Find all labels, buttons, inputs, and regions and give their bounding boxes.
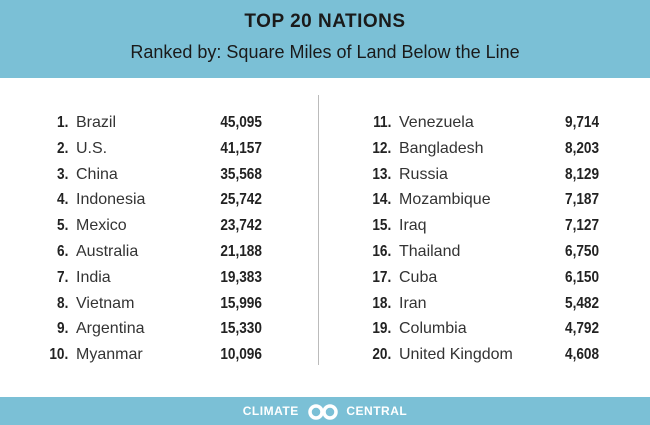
table-row: 2. U.S. 41,157 [28, 140, 264, 162]
country-name: Columbia [399, 320, 467, 338]
logo-text-left: CLIMATE [242, 404, 299, 419]
country-name: Mexico [76, 217, 127, 235]
country-name: Bangladesh [399, 139, 484, 157]
table-row: 1. Brazil 45,095 [28, 114, 264, 136]
rank-number: 8. [56, 294, 68, 312]
country-name: China [76, 165, 118, 183]
country-name: Brazil [76, 114, 117, 131]
square-miles-value: 4,792 [564, 320, 599, 338]
country-name: India [76, 268, 111, 286]
country-name: Venezuela [399, 114, 474, 131]
square-miles-value: 10,096 [220, 346, 262, 364]
country-name: Iran [399, 294, 427, 312]
country-name: Indonesia [76, 191, 146, 209]
rank-number: 1. [56, 114, 68, 131]
table-row: 9. Argentina 15,330 [28, 320, 264, 342]
country-name: Mozambique [399, 191, 491, 209]
rank-number: 6. [56, 243, 68, 260]
square-miles-value: 4,608 [564, 346, 599, 364]
climate-central-logo: CLIMATE CENTRAL [0, 404, 650, 420]
rank-number: 13. [372, 165, 391, 183]
rank-number: 12. [372, 139, 391, 157]
square-miles-value: 45,095 [220, 114, 262, 131]
country-name: Australia [76, 243, 139, 260]
rank-number: 11. [372, 114, 391, 131]
square-miles-value: 8,129 [564, 165, 599, 183]
country-name: Vietnam [76, 294, 135, 312]
rank-number: 18. [372, 294, 391, 312]
rank-number: 10. [49, 346, 68, 364]
table-row: 4. Indonesia 25,742 [28, 191, 264, 213]
table-row: 3. China 35,568 [28, 166, 264, 188]
rank-number: 4. [56, 191, 68, 209]
table-row: 16. Thailand 6,750 [351, 243, 601, 265]
table-row: 13. Russia 8,129 [351, 166, 601, 188]
country-name: U.S. [76, 139, 108, 157]
rank-number: 15. [372, 217, 391, 235]
rank-number: 2. [56, 139, 68, 157]
table-row: 19. Columbia 4,792 [351, 320, 601, 342]
table-row: 7. India 19,383 [28, 269, 264, 291]
rank-number: 17. [372, 268, 391, 286]
square-miles-value: 19,383 [220, 268, 262, 286]
table-row: 8. Vietnam 15,996 [28, 295, 264, 317]
country-name: Russia [399, 165, 448, 183]
header: TOP 20 NATIONS Ranked by: Square Miles o… [0, 0, 650, 78]
table-row: 14. Mozambique 7,187 [351, 191, 601, 213]
country-name: Argentina [76, 320, 145, 338]
square-miles-value: 8,203 [564, 139, 599, 157]
rank-number: 14. [372, 191, 391, 209]
footer: CLIMATE CENTRAL [0, 397, 650, 425]
table-row: 11. Venezuela 9,714 [351, 114, 601, 136]
country-name: Myanmar [76, 346, 143, 364]
page-title: TOP 20 NATIONS [244, 11, 406, 32]
country-name: Cuba [399, 268, 438, 286]
column-divider [318, 95, 319, 365]
square-miles-value: 7,127 [564, 217, 599, 235]
rank-number: 9. [56, 320, 68, 338]
square-miles-value: 7,187 [564, 191, 599, 209]
rank-number: 16. [372, 243, 391, 260]
square-miles-value: 6,750 [564, 243, 599, 260]
rank-number: 7. [56, 268, 68, 286]
rank-number: 5. [56, 217, 68, 235]
table-row: 17. Cuba 6,150 [351, 269, 601, 291]
country-name: Thailand [399, 243, 461, 260]
square-miles-value: 35,568 [220, 165, 262, 183]
rank-number: 19. [372, 320, 391, 338]
square-miles-value: 25,742 [220, 191, 262, 209]
square-miles-value: 41,157 [220, 139, 262, 157]
table-row: 15. Iraq 7,127 [351, 217, 601, 239]
square-miles-value: 15,330 [220, 320, 262, 338]
square-miles-value: 5,482 [564, 294, 599, 312]
country-name: Iraq [399, 217, 427, 235]
square-miles-value: 21,188 [220, 243, 262, 260]
country-name: United Kingdom [399, 346, 513, 364]
logo-rings-icon [307, 404, 338, 420]
square-miles-value: 23,742 [220, 217, 262, 235]
table-row: 6. Australia 21,188 [28, 243, 264, 265]
table-row: 18. Iran 5,482 [351, 295, 601, 317]
square-miles-value: 6,150 [564, 268, 599, 286]
table-row: 5. Mexico 23,742 [28, 217, 264, 239]
rank-number: 3. [56, 165, 68, 183]
table-row: 12. Bangladesh 8,203 [351, 140, 601, 162]
table-row: 20. United Kingdom 4,608 [351, 346, 601, 368]
rank-number: 20. [372, 346, 391, 364]
table-row: 10. Myanmar 10,096 [28, 346, 264, 368]
page-subtitle: Ranked by: Square Miles of Land Below th… [130, 42, 520, 62]
logo-text-right: CENTRAL [346, 404, 408, 419]
square-miles-value: 15,996 [220, 294, 262, 312]
square-miles-value: 9,714 [564, 114, 599, 131]
